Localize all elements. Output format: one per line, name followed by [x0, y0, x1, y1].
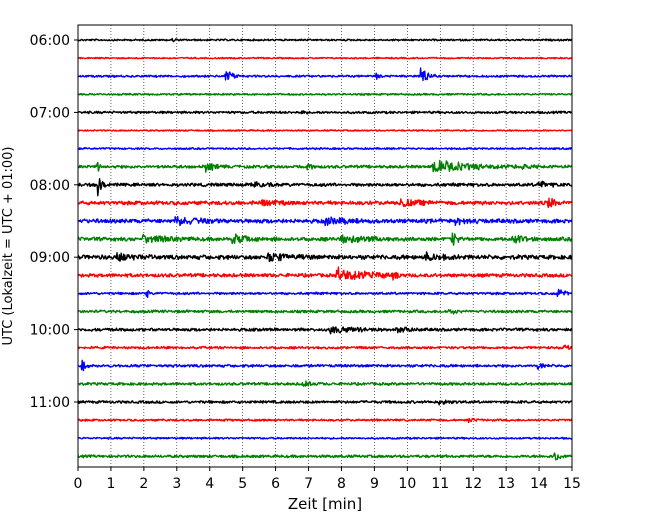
x-tick-label: 3: [172, 476, 181, 492]
trace-1030: [77, 359, 573, 372]
trace-0615: [77, 56, 573, 60]
x-tick-label: 10: [398, 476, 416, 492]
y-tick-label: 11:00: [30, 395, 70, 411]
y-axis-label: UTC (Lokalzeit = UTC + 01:00): [1, 147, 16, 346]
trace-0700: [77, 110, 573, 115]
x-tick-label: 0: [74, 476, 83, 492]
trace-0845: [77, 232, 573, 246]
trace-0715: [77, 129, 573, 132]
trace-1000: [77, 326, 573, 335]
x-tick-label: 9: [370, 476, 379, 492]
trace-1045: [77, 380, 573, 387]
trace-0900: [77, 251, 573, 263]
x-tick-label: 15: [563, 476, 581, 492]
trace-0915: [77, 266, 573, 281]
trace-0600: [77, 37, 573, 43]
y-tick-label: 07:00: [30, 105, 70, 121]
x-tick-label: 14: [530, 476, 548, 492]
y-tick-label: 08:00: [30, 178, 70, 194]
x-tick-label: 2: [139, 476, 148, 492]
x-tick-label: 11: [431, 476, 449, 492]
x-axis-ticks: 0 1 2 3 4 5 6 7 8 9 10 11 12 13 14 15: [74, 467, 581, 492]
x-tick-label: 1: [106, 476, 115, 492]
trace-1100: [77, 399, 573, 406]
x-tick-label: 5: [238, 476, 247, 492]
x-tick-label: 7: [304, 476, 313, 492]
trace-0815: [77, 197, 573, 209]
trace-0745: [77, 159, 573, 173]
x-tick-label: 8: [337, 476, 346, 492]
trace-1145: [77, 452, 573, 461]
trace-0630: [77, 67, 573, 82]
x-axis-label: Zeit [min]: [288, 495, 362, 513]
x-tick-label: 12: [464, 476, 482, 492]
trace-0800: [77, 178, 573, 197]
x-tick-label: 13: [497, 476, 515, 492]
y-tick-label: 06:00: [30, 33, 70, 49]
trace-0830: [77, 215, 573, 227]
trace-1115: [77, 417, 573, 424]
x-tick-label: 6: [271, 476, 280, 492]
trace-1015: [77, 344, 573, 350]
x-tick-label: 4: [205, 476, 214, 492]
y-axis-ticks: 06:00 07:00 08:00 09:00 10:00 11:00: [30, 33, 78, 411]
seismic-traces: [77, 37, 573, 461]
trace-1130: [77, 436, 573, 440]
y-tick-label: 09:00: [30, 250, 70, 266]
plot-frame: [77, 24, 573, 468]
y-tick-label: 10:00: [30, 323, 70, 339]
trace-0645: [77, 92, 573, 96]
trace-0730: [77, 146, 573, 151]
trace-0945: [77, 308, 573, 315]
trace-0930: [77, 288, 573, 298]
